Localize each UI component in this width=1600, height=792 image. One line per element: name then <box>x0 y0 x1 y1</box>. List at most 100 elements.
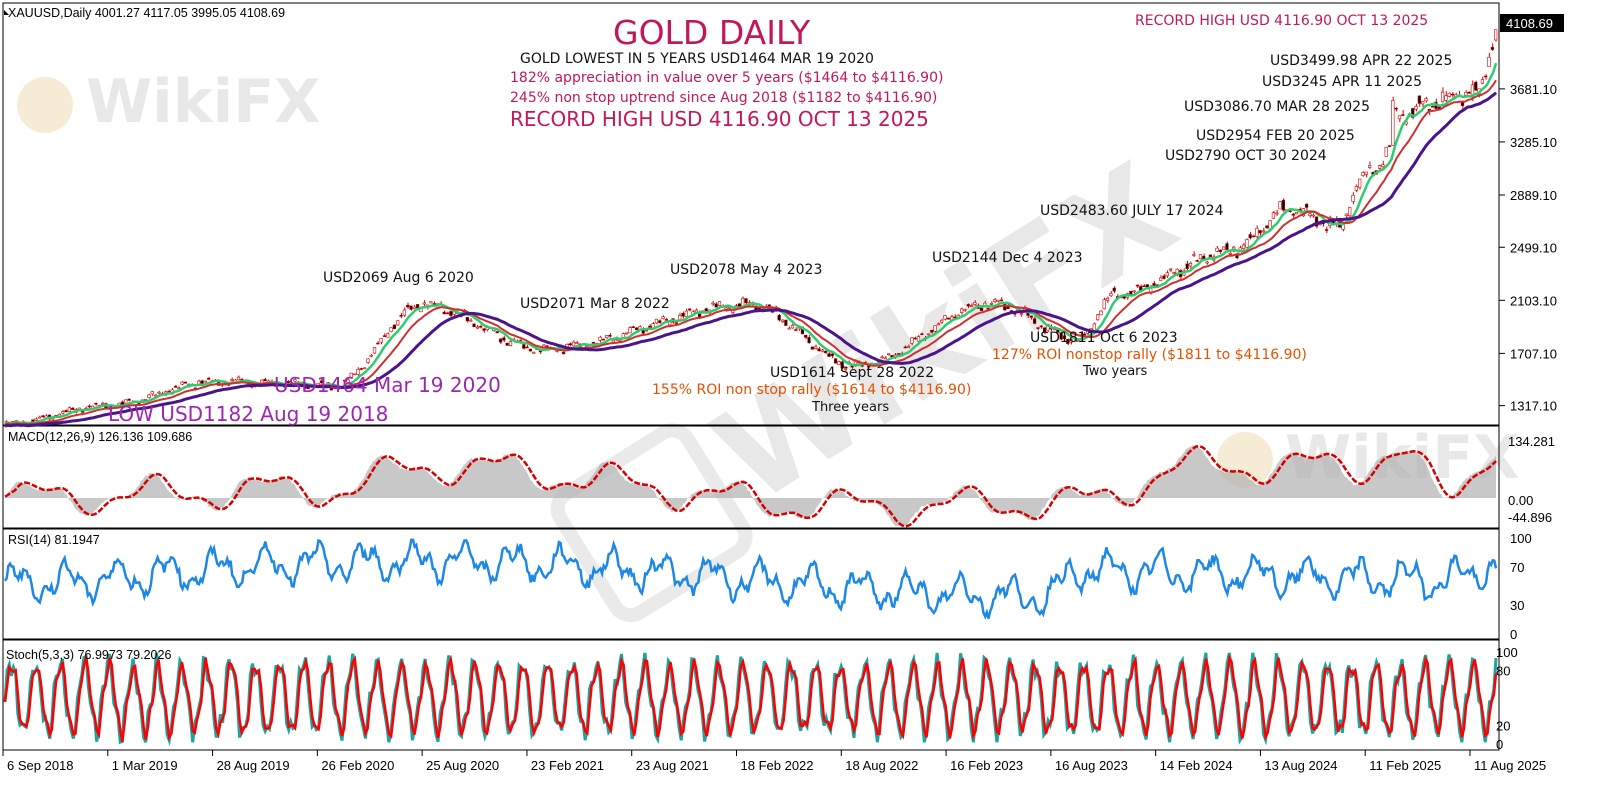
rsi-tick-label: 30 <box>1510 598 1524 613</box>
price-candle <box>1440 91 1445 103</box>
price-candle <box>684 310 688 317</box>
macd-pane <box>2 425 1500 529</box>
price-candle <box>1304 203 1309 208</box>
annotation-lowest-5y: GOLD LOWEST IN 5 YEARS USD1464 MAR 19 20… <box>520 51 874 67</box>
price-candle <box>903 346 907 349</box>
price-candle <box>508 341 513 346</box>
price-candle <box>1222 246 1226 251</box>
price-candle <box>382 335 387 337</box>
price-candle <box>31 419 35 422</box>
price-candle <box>392 324 397 330</box>
price-candle <box>1417 95 1422 104</box>
price-candle <box>528 348 533 352</box>
price-candle <box>147 394 151 398</box>
price-candle <box>916 336 921 342</box>
price-candle <box>717 301 722 306</box>
x-tick-label: 18 Feb 2022 <box>741 758 814 773</box>
price-candle <box>966 304 970 307</box>
annotations: GOLD DAILY RECORD HIGH USD 4116.90 OCT 1… <box>108 13 1452 426</box>
price-candle <box>1384 146 1388 157</box>
price-candle <box>180 381 184 385</box>
price-candle <box>389 327 393 333</box>
price-candle <box>1490 47 1494 50</box>
price-candle <box>1096 314 1100 321</box>
price-candle <box>495 331 499 334</box>
price-candle <box>1102 299 1106 310</box>
price-candle <box>472 323 476 328</box>
rsi-label: RSI(14) 81.1947 <box>8 533 100 547</box>
price-candle <box>933 325 937 332</box>
price-candle <box>1019 313 1023 315</box>
price-candle <box>150 391 154 395</box>
price-candle <box>67 407 71 412</box>
stoch-tick-label: 20 <box>1496 719 1510 734</box>
price-candle <box>1251 235 1256 238</box>
ma-slow-line <box>4 91 1498 428</box>
price-candle <box>883 357 887 360</box>
price-candle <box>654 318 659 324</box>
x-tick-label: 6 Sep 2018 <box>7 758 74 773</box>
price-candle <box>153 394 158 397</box>
price-candle <box>910 337 914 344</box>
price-candle <box>1391 100 1395 146</box>
price-candle <box>837 361 841 365</box>
price-candle <box>498 338 503 343</box>
price-candle <box>906 346 911 348</box>
price-tick-label: 1317.10 <box>1510 399 1557 414</box>
price-candle <box>1281 199 1286 211</box>
price-candle <box>674 322 678 324</box>
price-candle <box>1109 293 1113 297</box>
price-candle <box>1351 195 1355 202</box>
price-candle <box>406 304 410 308</box>
stoch-tick-label: 100 <box>1496 645 1518 660</box>
price-candle <box>1431 105 1435 108</box>
price-candle <box>286 381 290 383</box>
symbol-icon <box>4 10 9 15</box>
price-candle <box>989 303 994 305</box>
annotation-mar28: USD3086.70 MAR 28 2025 <box>1184 99 1370 115</box>
x-tick-label: 11 Feb 2025 <box>1369 758 1441 773</box>
price-candle <box>1039 325 1043 328</box>
price-candle <box>787 327 791 330</box>
price-candle <box>628 327 632 334</box>
price-candle <box>1450 93 1455 96</box>
price-candle <box>372 347 377 354</box>
price-candle <box>532 351 536 354</box>
x-tick-label: 1 Mar 2019 <box>112 758 178 773</box>
rsi-tick-label: 70 <box>1510 560 1524 575</box>
price-candle <box>1152 283 1156 286</box>
price-candle <box>349 372 353 378</box>
price-candle <box>1185 263 1189 269</box>
price-candle <box>263 379 267 382</box>
price-candle <box>804 334 808 338</box>
price-candle <box>930 329 934 333</box>
price-candle <box>634 327 639 330</box>
price-candle <box>352 373 357 376</box>
price-candle <box>399 315 403 317</box>
price-candle <box>203 380 207 383</box>
rsi-pane <box>2 528 1500 640</box>
price-candle <box>1484 75 1488 78</box>
annotation-record-top-right: RECORD HIGH USD 4116.90 OCT 13 2025 <box>1135 13 1428 29</box>
price-candle <box>1424 98 1428 102</box>
price-candle <box>87 405 91 408</box>
price-pane <box>2 2 1500 426</box>
price-candle <box>1324 229 1329 231</box>
price-candle <box>1414 106 1418 110</box>
price-candle <box>343 379 347 382</box>
price-candle <box>479 325 483 328</box>
price-candle <box>996 299 1000 302</box>
price-candle <box>714 303 718 308</box>
price-candle <box>843 368 848 370</box>
price-candle <box>1480 79 1485 84</box>
rsi-tick-label: 100 <box>1510 531 1532 546</box>
price-candle <box>502 337 506 341</box>
price-candle <box>807 337 811 344</box>
price-candle <box>64 410 68 413</box>
price-candle <box>926 333 931 336</box>
x-tick-label: 23 Feb 2021 <box>531 758 604 773</box>
price-candle <box>482 328 486 331</box>
price-candle <box>737 303 742 307</box>
price-candle <box>571 341 576 347</box>
